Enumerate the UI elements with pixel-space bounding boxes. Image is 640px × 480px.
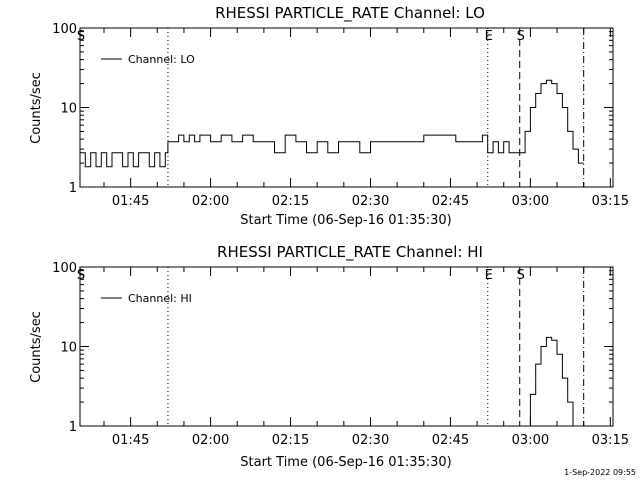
x-tick-label: 01:45 — [112, 194, 149, 209]
y-tick-label: 1 — [69, 420, 77, 435]
chart-panel-lo: RHESSI PARTICLE_RATE Channel: LO Counts/… — [29, 4, 629, 228]
y-axis-label: Counts/sec — [29, 311, 44, 383]
plot-frame — [79, 266, 614, 427]
x-tick-label: 03:00 — [512, 433, 549, 448]
x-tick-label: 02:00 — [192, 433, 229, 448]
y-tick-label: 10 — [60, 102, 77, 117]
legend-label: Channel: LO — [128, 53, 195, 66]
series-line — [525, 336, 574, 427]
legend-label: Channel: HI — [128, 292, 192, 305]
x-tick-label: 03:00 — [512, 194, 549, 209]
chart-panel-hi: RHESSI PARTICLE_RATE Channel: HI Counts/… — [29, 243, 629, 470]
event-marker-label: S — [77, 268, 85, 283]
chart-title: RHESSI PARTICLE_RATE Channel: LO — [215, 4, 485, 23]
event-marker-label: E — [485, 268, 493, 283]
y-tick-label: 1 — [69, 181, 77, 196]
event-marker-label: S — [517, 29, 525, 44]
series-line — [80, 79, 584, 168]
footer-timestamp: 1-Sep-2022 09:55 — [564, 468, 636, 477]
y-tick-label: 100 — [52, 22, 77, 37]
x-axis-label: Start Time (06-Sep-16 01:35:30) — [240, 213, 451, 228]
event-marker-label: E — [485, 29, 493, 44]
event-marker-label: S — [77, 29, 85, 44]
x-tick-label: 02:45 — [432, 433, 469, 448]
x-tick-label: 03:15 — [592, 194, 629, 209]
y-tick-label: 10 — [60, 341, 77, 356]
x-tick-label: 02:45 — [432, 194, 469, 209]
event-marker-label: S — [517, 268, 525, 283]
y-axis-label: Counts/sec — [29, 72, 44, 144]
x-tick-label: 03:15 — [592, 433, 629, 448]
x-tick-label: 02:00 — [192, 194, 229, 209]
x-tick-label: 01:45 — [112, 433, 149, 448]
x-tick-label: 02:30 — [352, 433, 389, 448]
chart-title: RHESSI PARTICLE_RATE Channel: HI — [217, 243, 483, 262]
x-tick-label: 02:15 — [272, 194, 309, 209]
x-tick-label: 02:15 — [272, 433, 309, 448]
x-axis-label: Start Time (06-Sep-16 01:35:30) — [240, 455, 451, 470]
y-tick-label: 100 — [52, 261, 77, 276]
x-tick-label: 02:30 — [352, 194, 389, 209]
